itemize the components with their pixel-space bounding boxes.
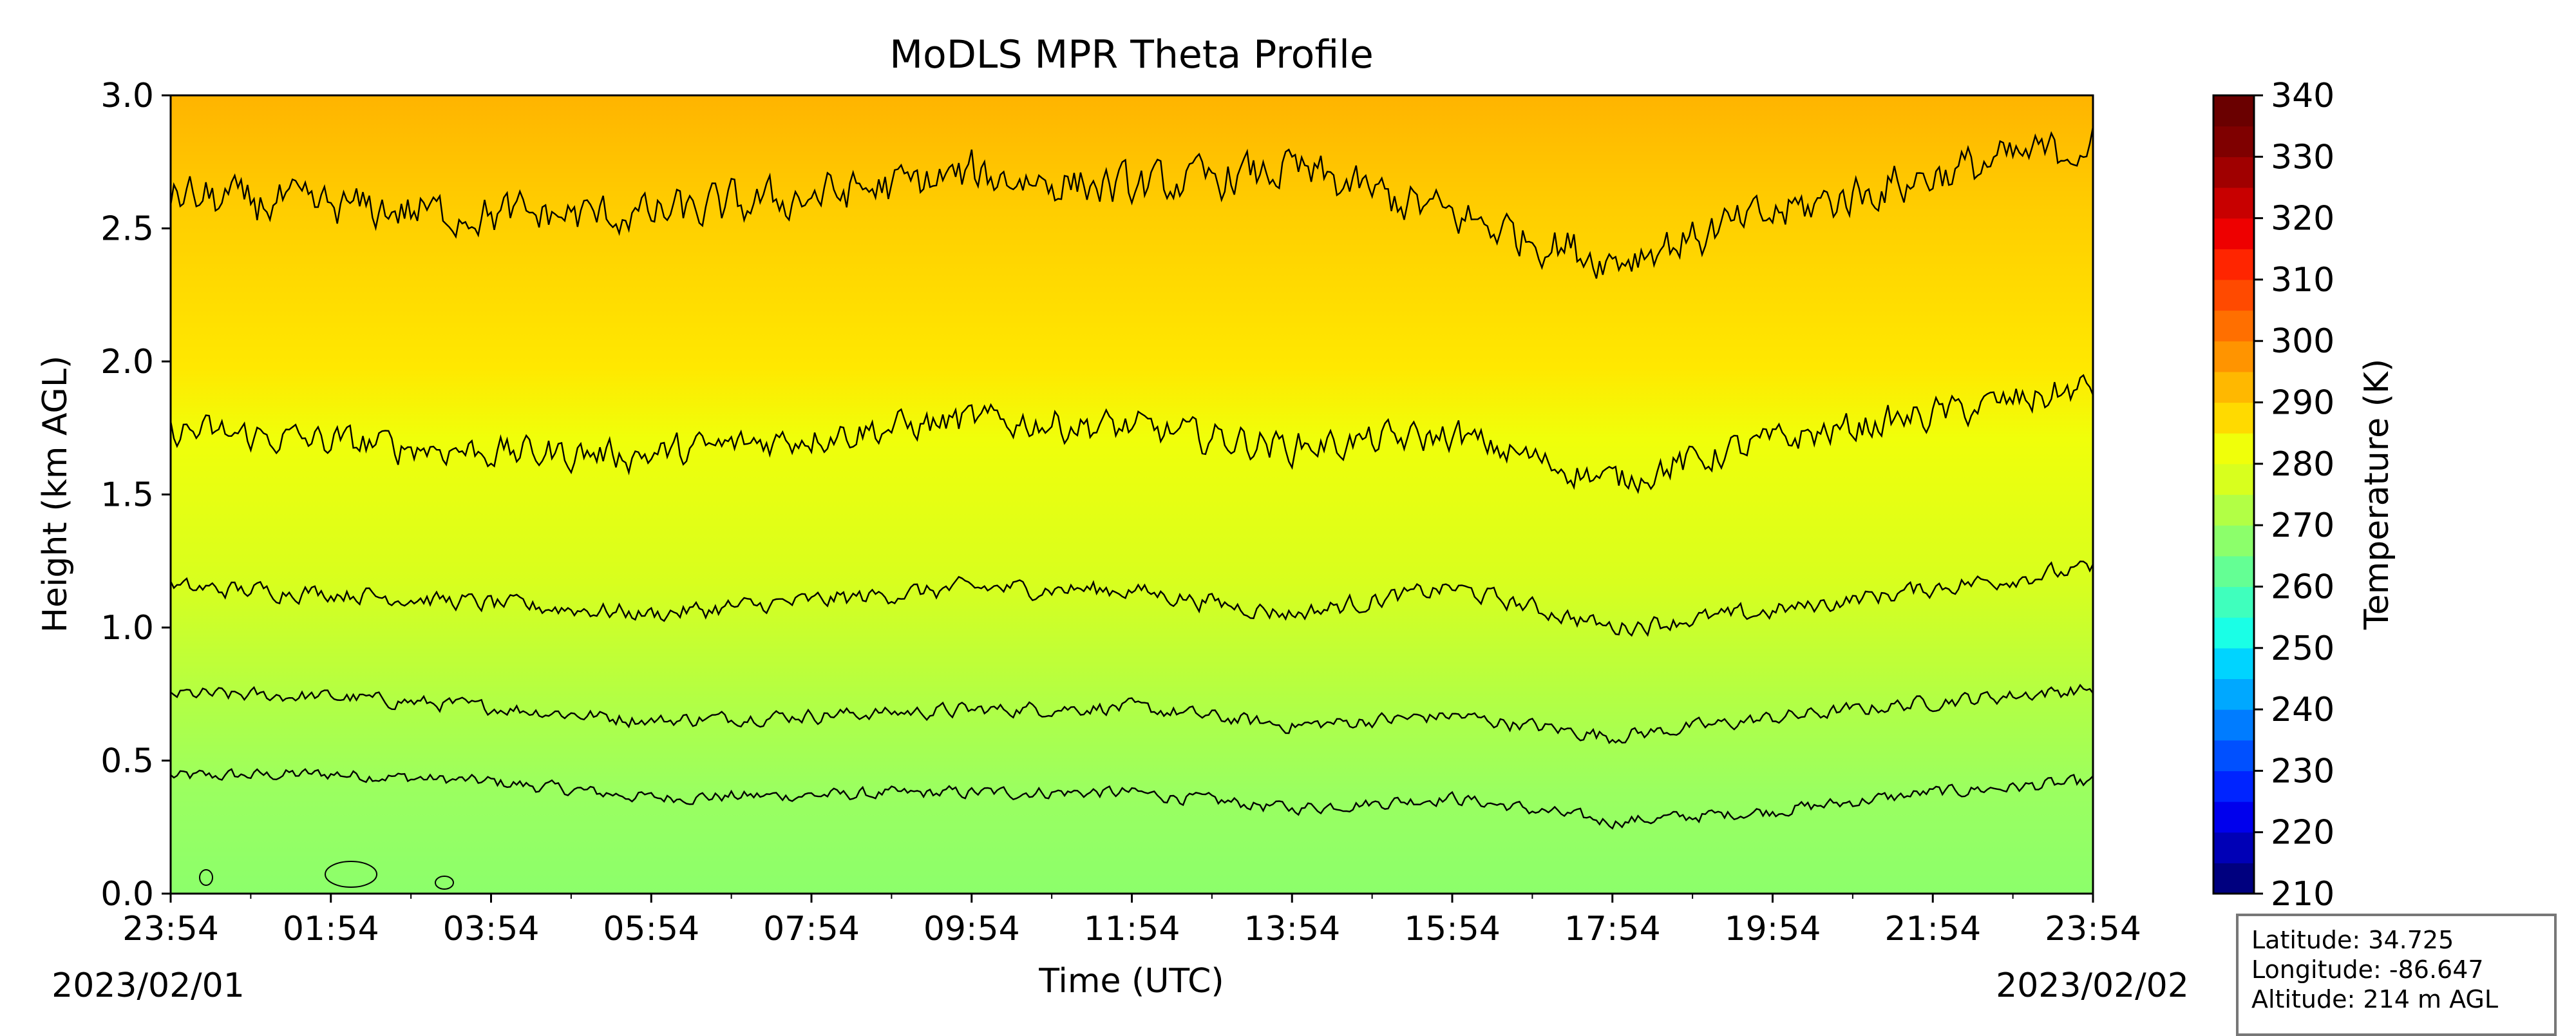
start-date-label: 2023/02/01 [52, 966, 245, 1005]
colorbar-bin [2213, 157, 2254, 188]
x-tick-label: 03:54 [443, 910, 540, 948]
colorbar-bin [2213, 310, 2254, 341]
x-tick-label: 21:54 [1884, 910, 1981, 948]
colorbar-bin [2213, 402, 2254, 434]
colorbar-bin [2213, 371, 2254, 403]
colorbar-bin [2213, 555, 2254, 588]
colorbar-bin [2213, 187, 2254, 219]
contour-line [171, 374, 2093, 494]
theta-field [171, 95, 2093, 894]
x-axis-label: Time (UTC) [1038, 962, 1224, 1001]
latitude-text: Latitude: 34.725 [2251, 926, 2454, 954]
colorbar-bin [2213, 648, 2254, 680]
colorbar-bin [2213, 863, 2254, 894]
y-axis-label: Height (km AGL) [36, 356, 75, 633]
x-tick-label: 13:54 [1244, 910, 1340, 948]
colorbar-tick-label: 290 [2271, 384, 2334, 423]
contour-blob [199, 869, 213, 886]
colorbar-bin [2213, 249, 2254, 280]
colorbar-bin [2213, 279, 2254, 311]
colorbar-tick-label: 320 [2271, 200, 2334, 238]
x-tick-label: 05:54 [603, 910, 699, 948]
colorbar-bin [2213, 832, 2254, 863]
altitude-text: Altitude: 214 m AGL [2251, 985, 2499, 1013]
longitude-text: Longitude: -86.647 [2251, 955, 2484, 984]
end-date-label: 2023/02/02 [1996, 966, 2189, 1005]
colorbar-tick-label: 210 [2271, 875, 2334, 914]
colorbar-bin [2213, 95, 2254, 127]
colorbar-bin [2213, 709, 2254, 741]
colorbar-bin [2213, 801, 2254, 833]
y-tick-label: 0.0 [100, 875, 154, 914]
colorbar-tick-label: 340 [2271, 77, 2334, 115]
colorbar-tick-label: 270 [2271, 506, 2334, 545]
colorbar-bin [2213, 678, 2254, 710]
y-tick-label: 0.5 [100, 742, 154, 781]
contour-line [171, 768, 2093, 830]
station-info-box: Latitude: 34.725 Longitude: -86.647 Alti… [2236, 914, 2557, 1036]
chart-title: MoDLS MPR Theta Profile [889, 32, 1374, 77]
colorbar-frame [2212, 94, 2255, 895]
colorbar-bin [2213, 341, 2254, 372]
contour-line [171, 684, 2093, 744]
colorbar-bin [2213, 463, 2254, 495]
x-tick-label: 19:54 [1725, 910, 1821, 948]
y-tick-label: 2.5 [100, 210, 154, 249]
x-tick-label: 17:54 [1564, 910, 1661, 948]
x-tick-label: 01:54 [283, 910, 379, 948]
y-tick-label: 1.5 [100, 476, 154, 515]
colorbar-bin [2213, 525, 2254, 557]
colorbar-tick-label: 260 [2271, 568, 2334, 606]
contour-line [171, 126, 2093, 279]
colorbar-bin [2213, 126, 2254, 157]
colorbar-bin [2213, 218, 2254, 249]
contour-blob [435, 876, 454, 890]
colorbar-tick-label: 240 [2271, 691, 2334, 729]
x-tick-label: 09:54 [923, 910, 1020, 948]
x-tick-label: 15:54 [1404, 910, 1501, 948]
colorbar-tick-label: 310 [2271, 261, 2334, 300]
x-tick-label: 07:54 [763, 910, 860, 948]
colorbar-bin [2213, 771, 2254, 802]
colorbar-tick-label: 280 [2271, 445, 2334, 484]
colorbar-tick-label: 300 [2271, 322, 2334, 361]
colorbar-tick-label: 330 [2271, 138, 2334, 177]
colorbar-tick-label: 230 [2271, 752, 2334, 791]
colorbar-bin [2213, 740, 2254, 771]
colorbar-bin [2213, 494, 2254, 526]
contour-line [171, 561, 2093, 637]
contour-blob [325, 861, 377, 888]
y-tick-label: 3.0 [100, 77, 154, 115]
x-tick-label: 11:54 [1084, 910, 1180, 948]
y-tick-label: 2.0 [100, 343, 154, 381]
colorbar-bin [2213, 433, 2254, 465]
x-tick-label: 23:54 [122, 910, 219, 948]
colorbar-tick-label: 250 [2271, 629, 2334, 668]
colorbar-bin [2213, 617, 2254, 649]
colorbar-bin [2213, 586, 2254, 618]
y-tick-label: 1.0 [100, 609, 154, 648]
colorbar-label: Temperature (K) [2358, 359, 2396, 631]
x-tick-label: 23:54 [2045, 910, 2141, 948]
colorbar-tick-label: 220 [2271, 814, 2334, 852]
